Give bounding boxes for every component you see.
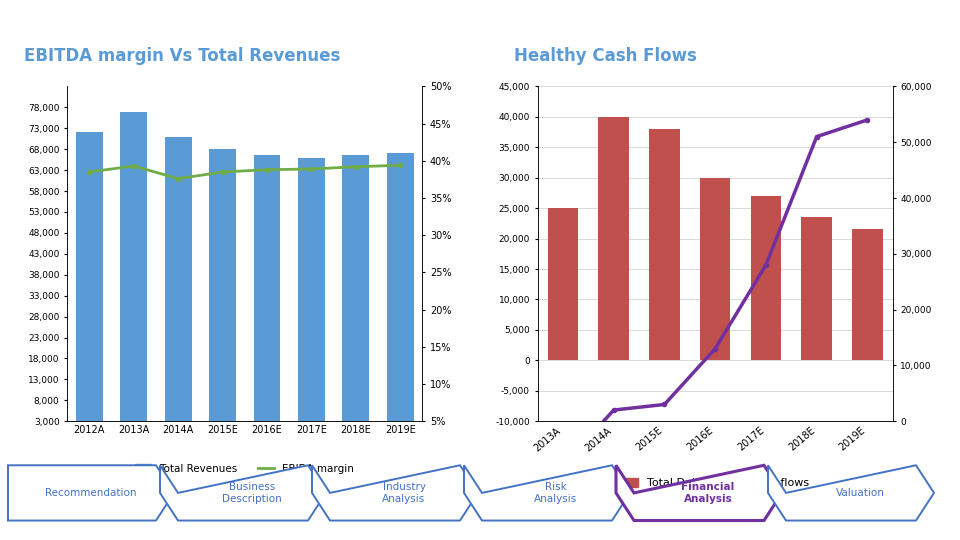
Bar [852, 230, 882, 360]
Polygon shape [8, 465, 174, 521]
Bar [165, 137, 191, 434]
Bar [598, 117, 629, 360]
Bar [387, 153, 414, 434]
Bar [121, 112, 147, 434]
Bar [700, 178, 731, 360]
Text: Risk
Analysis: Risk Analysis [535, 482, 578, 504]
Text: Valuation: Valuation [835, 488, 884, 498]
Text: Business
Description: Business Description [222, 482, 282, 504]
Polygon shape [312, 465, 478, 521]
Text: Recommendation: Recommendation [45, 488, 136, 498]
Bar [299, 158, 324, 434]
Polygon shape [160, 465, 326, 521]
Bar [649, 129, 680, 360]
Bar [343, 156, 369, 434]
Text: Healthy Cash Flows: Healthy Cash Flows [514, 47, 696, 65]
Legend: Total Revenues, EBIDA margin: Total Revenues, EBIDA margin [132, 460, 358, 478]
Bar [802, 217, 832, 360]
Polygon shape [616, 465, 782, 521]
Text: Industry
Analysis: Industry Analysis [382, 482, 425, 504]
Bar [751, 196, 781, 360]
Legend: Total Debt, cash flows: Total Debt, cash flows [617, 474, 813, 492]
Text: Financial
Analysis: Financial Analysis [682, 482, 734, 504]
Polygon shape [768, 465, 934, 521]
Bar [209, 149, 236, 434]
Polygon shape [464, 465, 630, 521]
Bar [76, 132, 103, 434]
Text: EBITDA margin Vs Total Revenues: EBITDA margin Vs Total Revenues [24, 47, 341, 65]
Bar [253, 156, 280, 434]
Bar [548, 208, 578, 360]
